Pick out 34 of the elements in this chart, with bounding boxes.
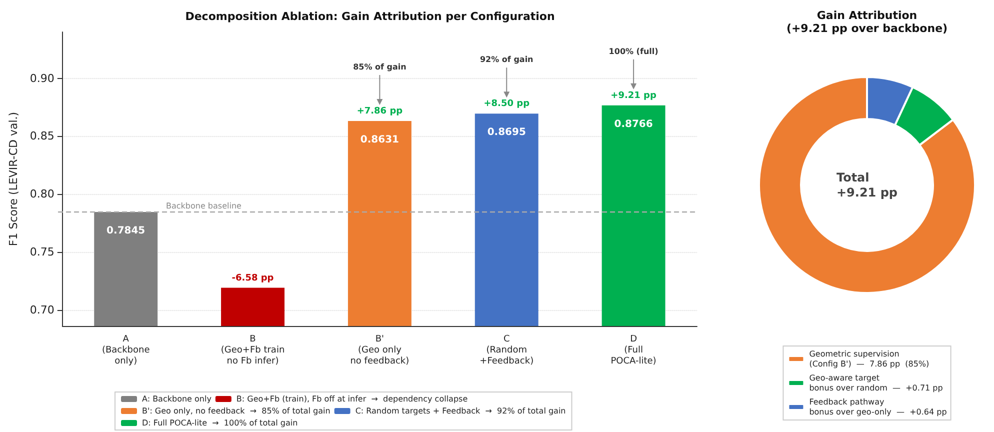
annotation: -6.58 pp: [232, 273, 274, 284]
y-tick-label: 0.70: [30, 303, 54, 316]
annotation: +9.21 pp: [610, 90, 657, 101]
y-axis-title: F1 Score (LEVIR-CD val.): [7, 112, 20, 246]
legend-label: A: Backbone only: [142, 394, 212, 404]
x-tick-label: A (Backbone only): [102, 334, 150, 366]
legend-label: B': Geo only, no feedback → 85% of total gain: [142, 406, 330, 416]
legend-label: C: Random targets + Feedback → 92% of total gain: [355, 406, 566, 416]
y-tick-label: 0.75: [30, 245, 54, 258]
x-tick-label: B (Geo+Fb train no Fb infer): [220, 334, 285, 366]
text: Total +9.21 pp: [836, 170, 898, 200]
annotation: 100% (full): [608, 46, 658, 56]
legend-label: Geometric supervision (Config B') — 7.86 pp (85%): [809, 350, 930, 368]
legend-label: Geo-aware target bonus over random — +0.71 pp: [809, 374, 943, 392]
data-label: 0.8631: [360, 134, 400, 146]
y-tick-label: 0.85: [30, 130, 54, 143]
data-label: 0.8766: [614, 118, 653, 130]
chart-title: Decomposition Ablation: Gain Attribution per Configuration: [185, 10, 555, 23]
annotation: +8.50 pp: [484, 99, 530, 110]
annotation: +7.86 pp: [356, 106, 404, 117]
legend-label: D: Full POCA-lite → 100% of total gain: [142, 418, 298, 428]
y-tick-label: 0.80: [30, 188, 54, 201]
ref-line-label: Backbone baseline: [166, 201, 242, 210]
annotation: 92% of gain: [480, 55, 534, 64]
x-tick-label: D (Full POCA-lite): [610, 334, 656, 366]
legend-label: Feedback pathway bonus over geo-only — +0.64 pp: [809, 398, 947, 416]
annotation: 85% of gain: [353, 62, 407, 72]
data-label: 0.7845: [106, 225, 146, 236]
y-tick-label: 0.90: [30, 72, 54, 85]
x-tick-label: B' (Geo only no feedback): [350, 334, 410, 366]
chart-title: Gain Attribution (+9.21 pp over backbone): [786, 9, 948, 35]
legend-label: B: Geo+Fb (train), Fb off at infer → dependency collapse: [236, 394, 468, 404]
x-tick-label: C (Random +Feedback): [480, 334, 534, 366]
data-label: 0.8695: [487, 127, 526, 138]
